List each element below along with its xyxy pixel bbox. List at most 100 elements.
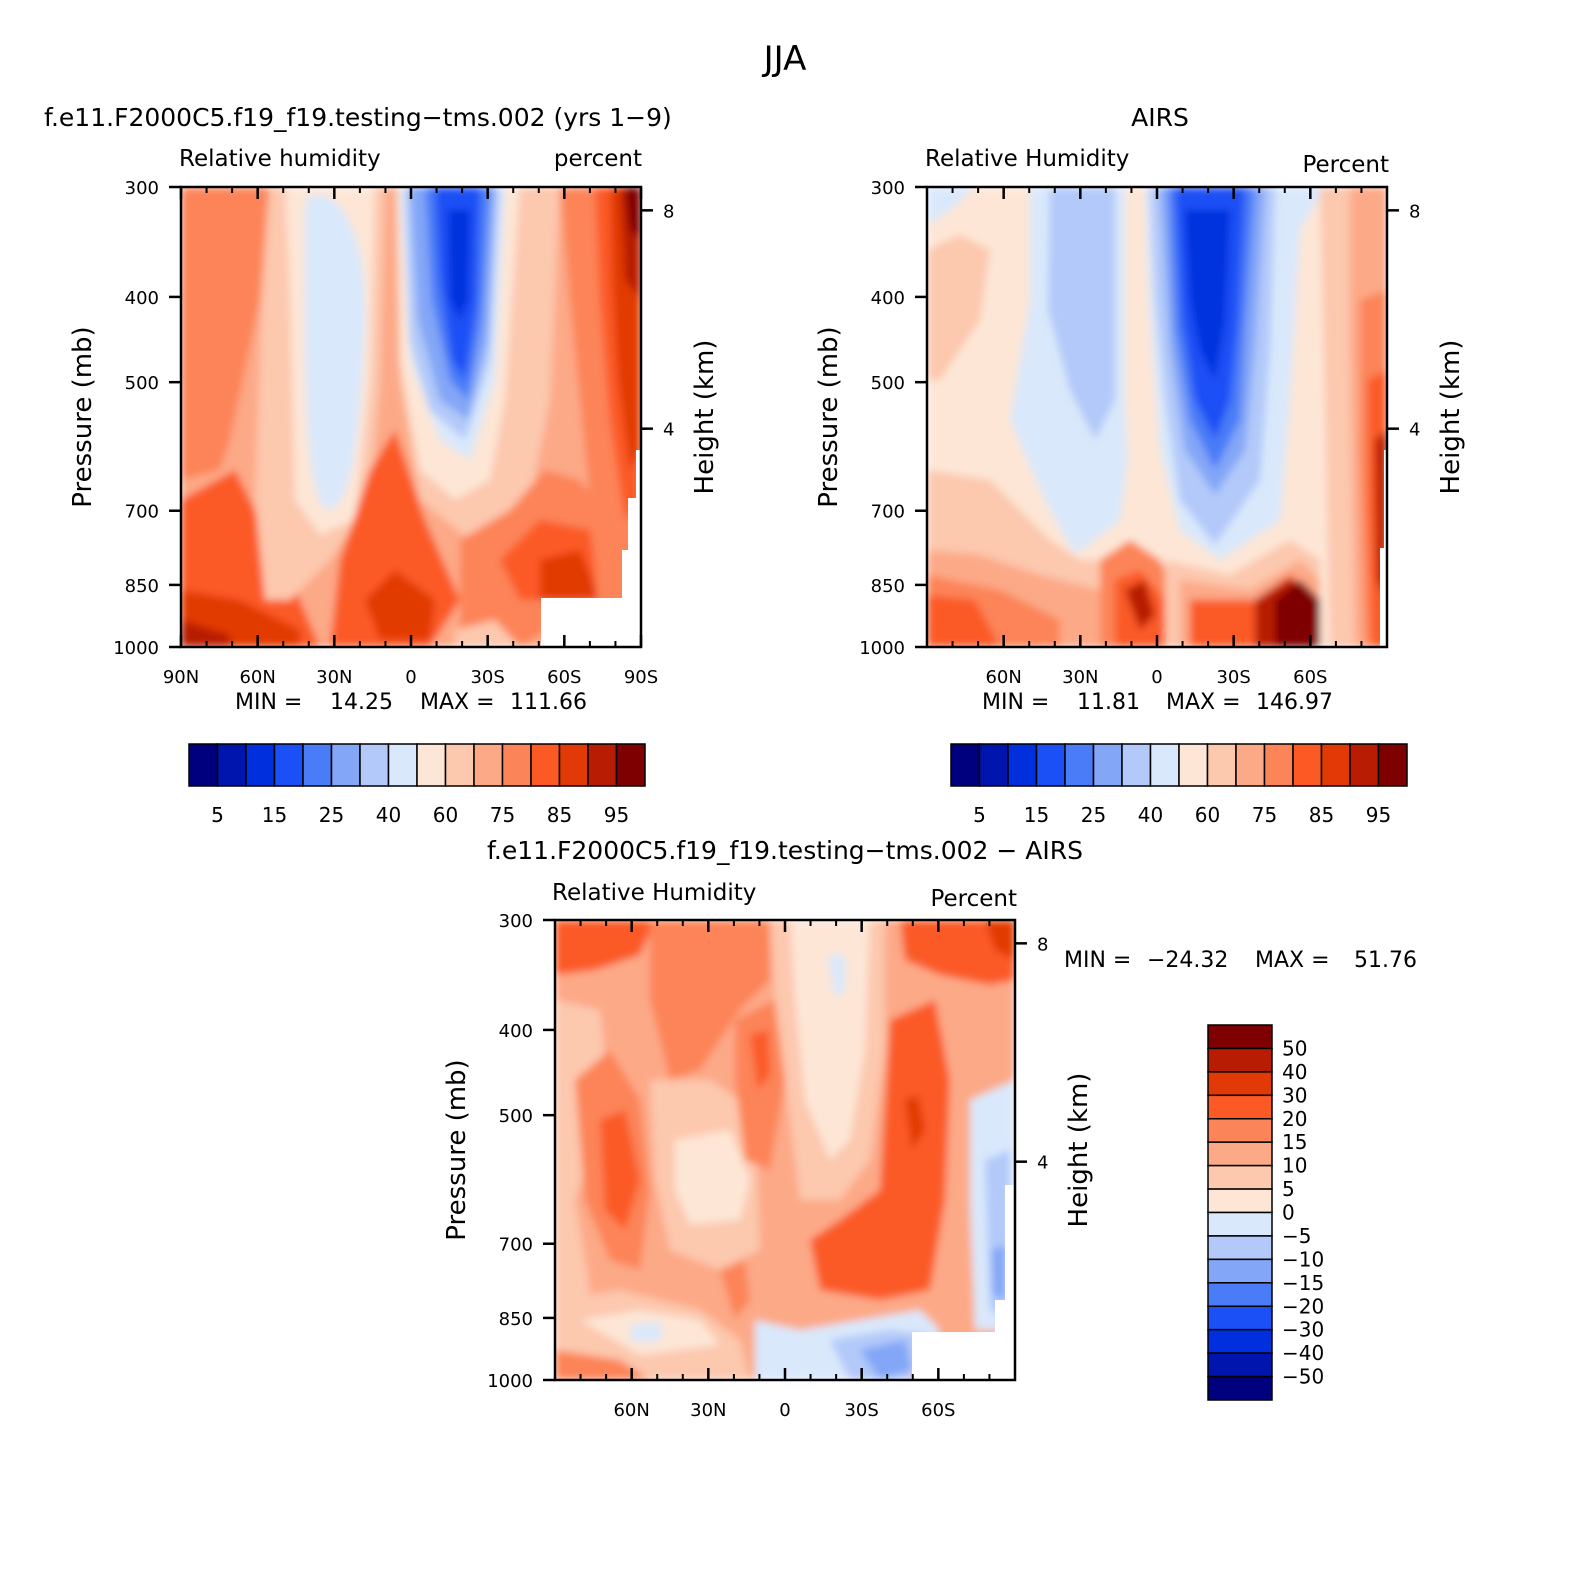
colorbar-box [1207, 1188, 1273, 1214]
panel-model-colorbar: 5 15 25 40 60 75 85 95 [188, 743, 646, 827]
colorbar-box [1035, 743, 1066, 787]
colorbar-label: 40 [1282, 1060, 1307, 1084]
panel-diff-left-label: Relative Humidity [552, 880, 756, 906]
y-axis-title: Pressure (mb) [442, 1059, 472, 1240]
colorbar-box [188, 743, 219, 787]
region-surface-peach [455, 620, 520, 647]
y2-axis-title: Height (km) [1436, 340, 1466, 495]
region-itcz-crimson [1125, 580, 1155, 630]
panel-airs-axes: 60N 30N 0 30S 60S 300 400 500 700 850 1000 8 4 Pressu… [814, 178, 1466, 688]
colorbar-box [1207, 1305, 1273, 1331]
colorbar-box [444, 743, 475, 787]
colorbar-label: 0 [1282, 1201, 1295, 1225]
region-sh-surface-maroon [1275, 580, 1320, 647]
colorbar-box [387, 743, 418, 787]
region-subtropic-red [750, 1030, 770, 1090]
colorbar-label: 85 [1309, 803, 1334, 827]
region-sh-blue-5 [448, 210, 470, 320]
colorbar-label: 85 [547, 803, 572, 827]
colorbar-label: 60 [433, 803, 458, 827]
y2-tick-label: 4 [1409, 420, 1420, 441]
x-tick-label: 60N [239, 667, 275, 688]
colorbar-label: −15 [1282, 1271, 1324, 1295]
colorbar-box [1149, 743, 1180, 787]
colorbar-box [216, 743, 247, 787]
region-subtropical-pale-blue [305, 195, 366, 511]
y-tick-label: 700 [125, 502, 159, 523]
colorbar-box [1207, 1211, 1273, 1237]
x-tick-label: 90N [163, 667, 199, 688]
colorbar-box [1377, 743, 1408, 787]
region-missing-below-ground [541, 450, 641, 647]
colorbar-box [1207, 1328, 1273, 1354]
colorbar-label: 75 [1252, 803, 1277, 827]
panel-model-min-label: MIN = [235, 690, 302, 715]
x-tick-label: 60S [921, 1400, 955, 1421]
colorbar-box [1207, 1118, 1273, 1143]
x-tick-label: 30S [1216, 667, 1250, 688]
y-tick-label: 850 [871, 576, 905, 597]
panel-model-contour-field [181, 187, 641, 647]
colorbar-box [1207, 1258, 1273, 1284]
y-tick-label: 300 [499, 911, 533, 932]
region-surface-pale-blue [630, 1322, 662, 1342]
colorbar-box [359, 743, 390, 787]
x-tick-label: 60N [613, 1400, 649, 1421]
region-sh-lower-darkred [540, 550, 600, 600]
x-tick-label: 30N [1062, 667, 1098, 688]
x-tick-label: 60S [547, 667, 581, 688]
colorbar-label: 30 [1282, 1083, 1307, 1107]
panel-model-left-label: Relative humidity [179, 146, 381, 172]
region-sh-topright-darkred [985, 920, 1015, 960]
colorbar-box [273, 743, 304, 787]
x-tick-label: 30S [844, 1400, 878, 1421]
colorbar-label: 15 [1282, 1130, 1307, 1154]
region-missing-below-ground [912, 1185, 1015, 1380]
region-nh-red [600, 1110, 640, 1230]
panel-model: f.e11.F2000C5.f19_f19.testing−tms.002 (y… [44, 103, 720, 688]
panel-airs-min-label: MIN = [982, 690, 1049, 715]
colorbar-box [615, 743, 646, 787]
y-tick-label: 500 [125, 373, 159, 394]
panel-airs-max-value: 146.97 [1256, 690, 1333, 715]
region-nh-midlevel-orange [181, 187, 268, 480]
x-tick-label: 0 [405, 667, 416, 688]
colorbar-label: 60 [1195, 803, 1220, 827]
colorbar-box [1206, 743, 1237, 787]
y-tick-label: 500 [499, 1106, 533, 1127]
region-sh-blue-5 [1185, 210, 1230, 380]
x-tick-label: 30N [690, 1400, 726, 1421]
colorbar-label: −40 [1282, 1341, 1324, 1365]
colorbar-box [1207, 1094, 1273, 1120]
y-tick-label: 850 [499, 1309, 533, 1330]
y2-tick-label: 8 [1037, 934, 1048, 955]
x-tick-label: 0 [1151, 667, 1162, 688]
y2-tick-label: 8 [663, 201, 674, 222]
panel-diff-max-label: MAX = [1255, 948, 1330, 973]
colorbar-box [530, 743, 561, 787]
colorbar-label: −5 [1282, 1224, 1311, 1248]
colorbar-label: 95 [1366, 803, 1391, 827]
colorbar-label: 95 [604, 803, 629, 827]
colorbar-box [1207, 1352, 1273, 1378]
region-sh-upper-red [900, 920, 1015, 985]
y-tick-label: 400 [125, 288, 159, 309]
colorbar-box [1207, 1282, 1273, 1307]
panel-diff-max-value: 51.76 [1354, 948, 1417, 973]
region-top-red [555, 920, 655, 975]
panel-airs-colorbar: 5 15 25 40 60 75 85 95 [950, 743, 1408, 827]
y2-tick-label: 4 [1037, 1153, 1048, 1174]
region-nh-surface-maroon [181, 620, 230, 647]
colorbar-label: 5 [211, 803, 224, 827]
region-lower-midlat-orange [720, 1260, 750, 1320]
y2-axis-title: Height (km) [1064, 1073, 1094, 1228]
colorbar-box [473, 743, 504, 787]
panel-model-right-label: percent [554, 146, 642, 172]
colorbar-label: −30 [1282, 1318, 1324, 1342]
colorbar-box [1235, 743, 1266, 787]
y-tick-label: 1000 [113, 638, 159, 659]
panel-model-title: f.e11.F2000C5.f19_f19.testing−tms.002 (y… [44, 103, 672, 132]
x-tick-label: 0 [779, 1400, 790, 1421]
colorbar-box [302, 743, 333, 787]
y2-tick-label: 8 [1409, 201, 1420, 222]
